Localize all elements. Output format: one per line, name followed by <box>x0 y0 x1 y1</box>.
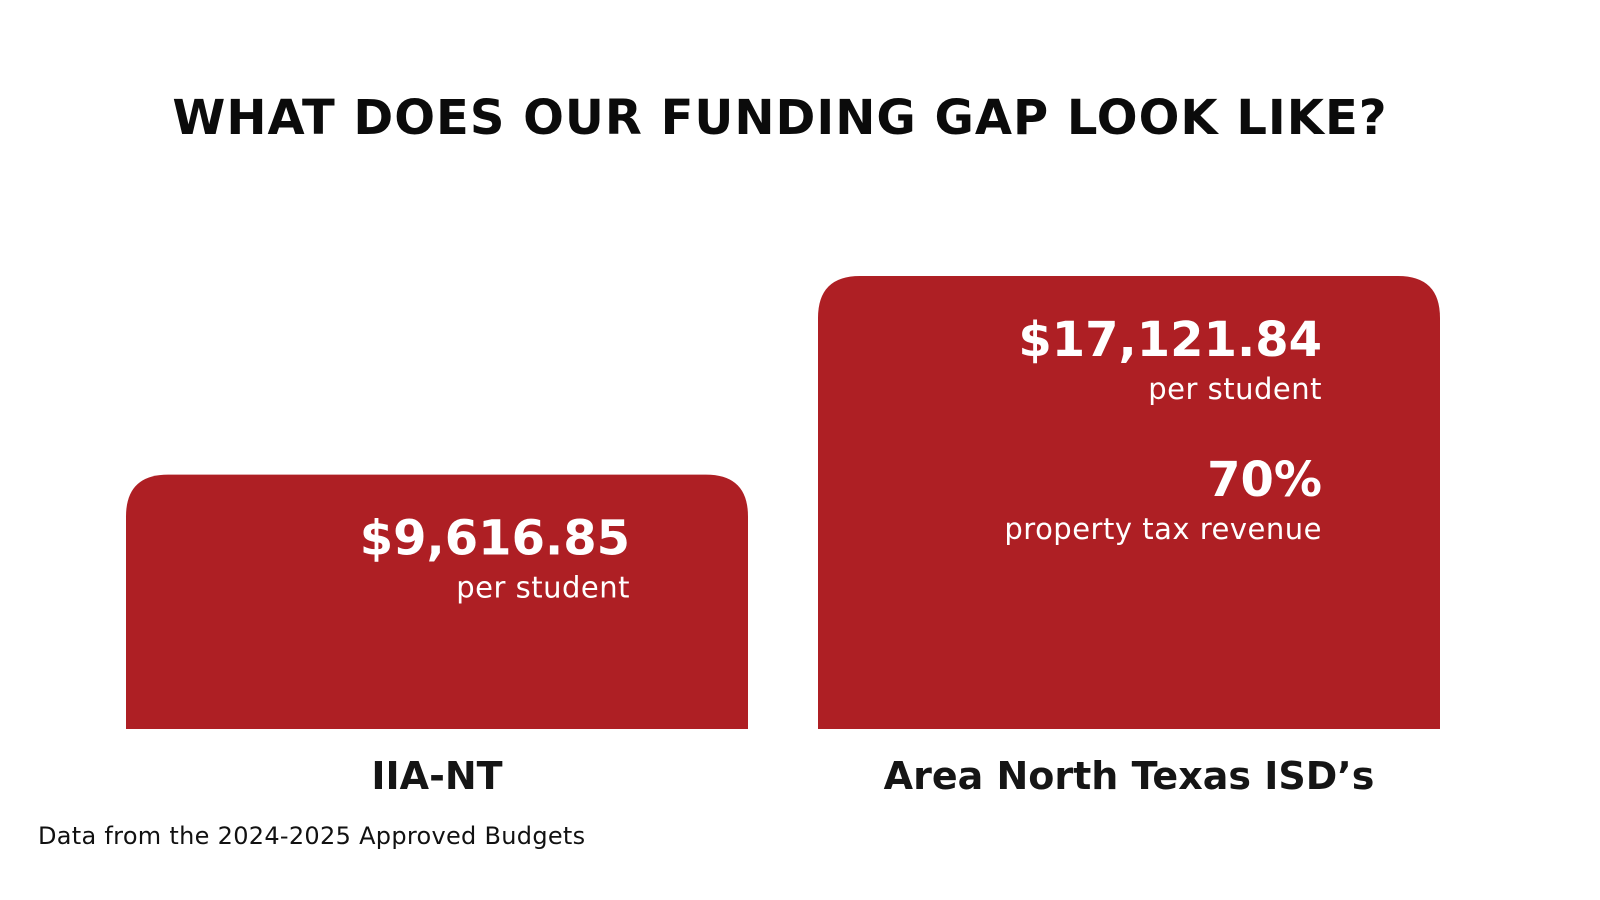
category-label-1: Area North Texas ISD’s <box>884 754 1375 798</box>
bar-0-value-label-0: $9,616.85 <box>360 511 630 567</box>
category-label-0: IIA-NT <box>371 754 502 798</box>
bar-1-sub-label-1: property tax revenue <box>1004 512 1322 546</box>
page-title: WHAT DOES OUR FUNDING GAP LOOK LIKE? <box>172 90 1388 146</box>
bar-0-sub-label-0: per student <box>456 571 630 605</box>
bar-1 <box>818 276 1440 729</box>
source-note: Data from the 2024-2025 Approved Budgets <box>38 822 586 850</box>
bar-1-sub-label-0: per student <box>1148 372 1322 406</box>
bar-0 <box>126 474 748 729</box>
bar-1-value-label-1: 70% <box>1207 452 1322 508</box>
bar-1-value-label-0: $17,121.84 <box>1018 312 1322 368</box>
